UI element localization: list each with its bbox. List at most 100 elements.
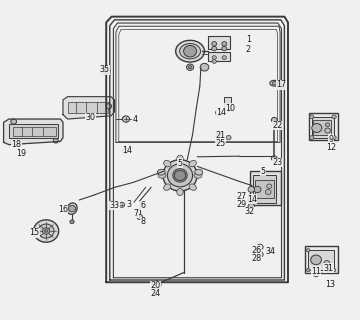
Circle shape [70,220,74,224]
Ellipse shape [164,160,171,167]
Text: 28: 28 [251,254,261,263]
Text: 30: 30 [86,113,96,122]
Circle shape [38,224,54,238]
Text: 26: 26 [251,246,261,255]
Circle shape [248,197,255,203]
Circle shape [311,255,321,265]
Ellipse shape [173,169,187,182]
Circle shape [325,128,330,133]
Text: 3: 3 [126,200,131,209]
Circle shape [137,214,143,220]
Circle shape [42,228,50,234]
Text: 25: 25 [215,139,225,148]
Ellipse shape [67,203,77,214]
Circle shape [106,104,112,109]
Bar [312,117,334,138]
Polygon shape [63,97,114,119]
Circle shape [184,45,197,57]
Bar [208,52,230,61]
Circle shape [212,56,216,60]
Text: 12: 12 [326,143,336,152]
Circle shape [45,230,48,232]
Circle shape [103,68,107,72]
Text: 9: 9 [329,135,334,144]
Text: 24: 24 [150,289,161,298]
Bar [68,102,108,113]
Bar [309,113,338,140]
Text: 13: 13 [325,280,336,289]
Circle shape [314,272,319,277]
Circle shape [310,136,314,140]
Text: 14: 14 [247,195,257,204]
Text: 20: 20 [150,281,161,290]
Ellipse shape [158,172,166,178]
Circle shape [216,110,222,116]
Circle shape [248,204,255,209]
Circle shape [306,268,310,272]
Circle shape [216,133,222,139]
Ellipse shape [164,184,171,190]
Ellipse shape [177,155,183,162]
Circle shape [188,66,192,69]
Circle shape [257,252,263,257]
Circle shape [248,196,255,201]
Circle shape [271,156,277,161]
Circle shape [212,42,217,46]
Text: 27: 27 [237,192,247,201]
Text: 16: 16 [58,205,68,214]
Circle shape [122,116,130,122]
Circle shape [332,115,336,119]
Circle shape [266,248,272,253]
Ellipse shape [325,267,332,272]
Circle shape [68,205,76,212]
Text: 1: 1 [246,36,251,44]
Circle shape [222,46,227,51]
Text: 21: 21 [215,131,225,140]
Circle shape [324,260,330,266]
Text: 29: 29 [237,200,247,209]
Bar [253,175,276,203]
Circle shape [254,186,261,193]
Text: 14: 14 [122,146,132,155]
Text: 8: 8 [141,217,146,226]
Text: 7: 7 [134,209,139,218]
Bar [250,171,281,205]
Bar [9,124,58,138]
Circle shape [272,81,276,85]
Circle shape [310,115,314,119]
Ellipse shape [167,164,193,187]
Text: 5: 5 [260,167,265,176]
Circle shape [265,189,271,195]
Bar [224,97,231,109]
Text: 14: 14 [216,108,226,117]
Circle shape [312,124,322,132]
Text: 31: 31 [323,264,333,273]
Text: 2: 2 [246,45,251,54]
Circle shape [212,60,216,63]
Polygon shape [4,119,63,145]
Bar [305,246,338,273]
Circle shape [33,220,59,242]
Ellipse shape [176,40,204,62]
Circle shape [332,268,336,272]
Circle shape [122,148,128,154]
Circle shape [212,46,217,51]
Text: 10: 10 [225,104,235,113]
Bar [255,180,274,198]
Text: 22: 22 [272,121,282,130]
Bar [13,127,56,136]
Text: 15: 15 [29,228,39,237]
Text: 5: 5 [177,159,183,168]
Circle shape [100,66,110,75]
Circle shape [257,244,263,250]
Ellipse shape [180,44,201,59]
Circle shape [332,136,336,140]
Text: 33: 33 [109,201,120,210]
Circle shape [186,64,194,70]
Ellipse shape [189,160,196,167]
Ellipse shape [189,184,196,190]
Circle shape [11,119,17,124]
Text: 35: 35 [99,65,109,74]
Circle shape [222,42,227,46]
Circle shape [267,184,272,188]
